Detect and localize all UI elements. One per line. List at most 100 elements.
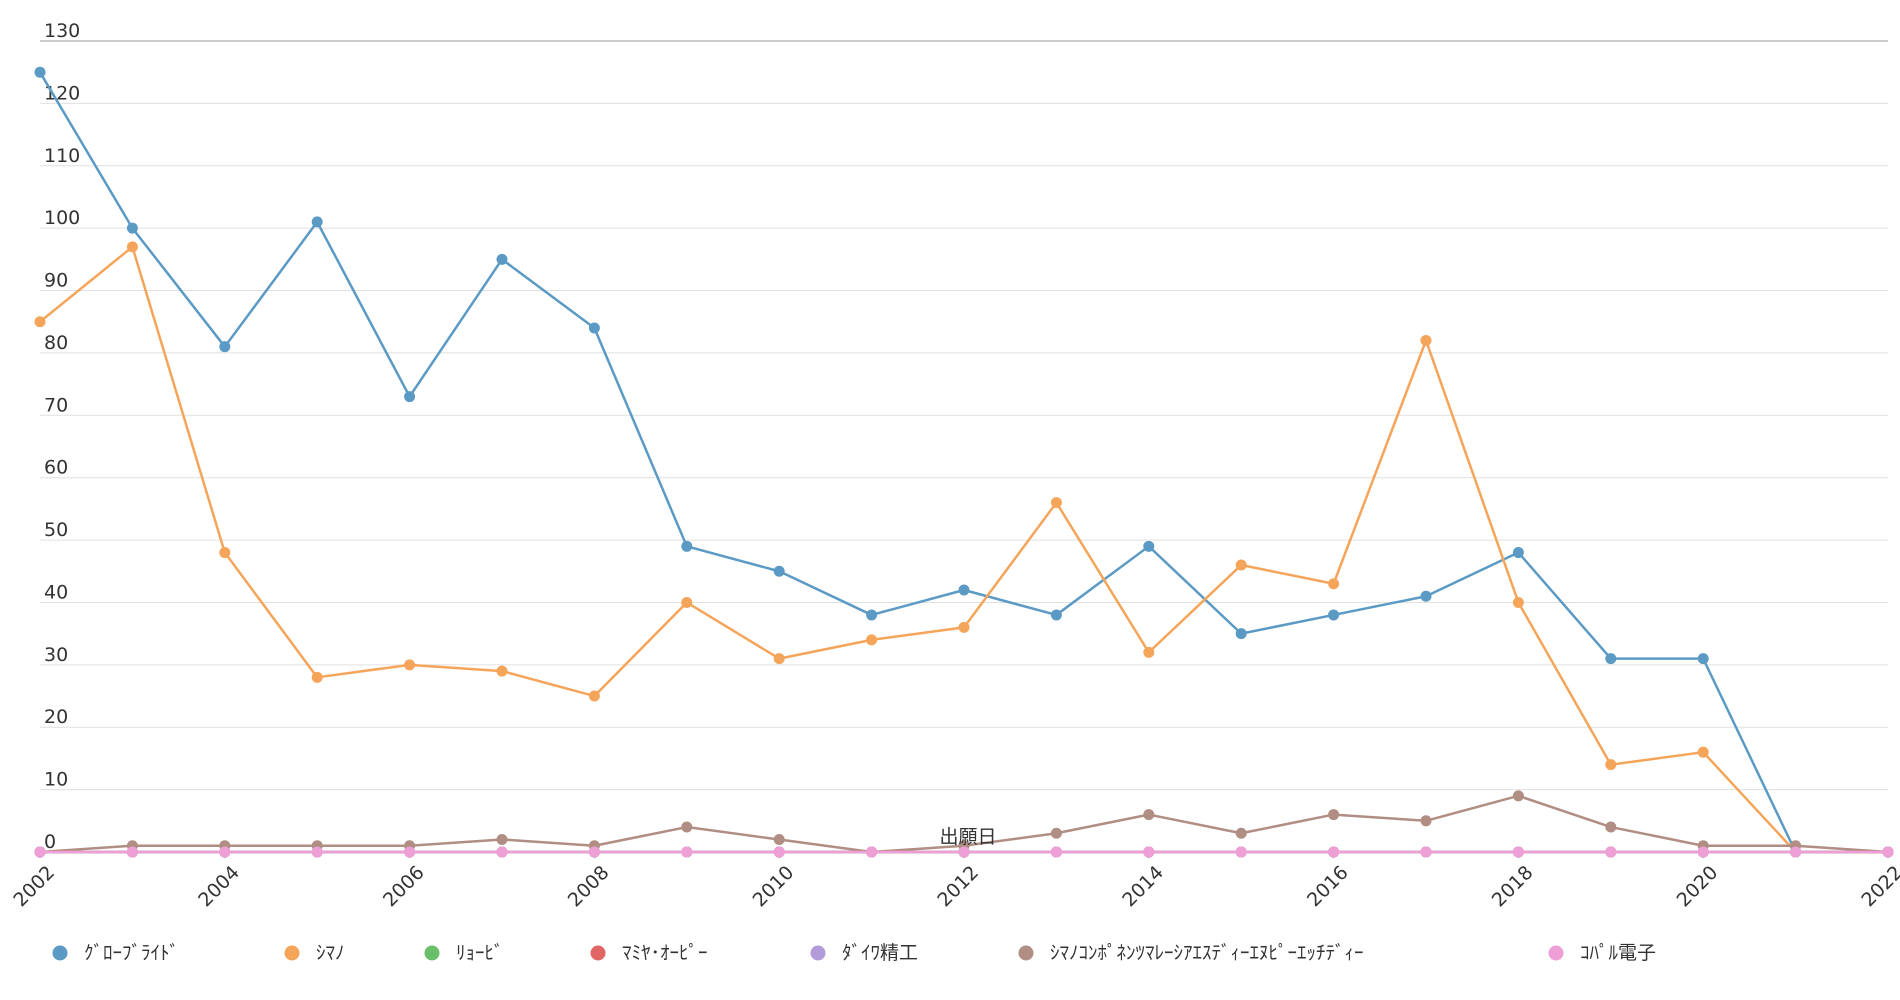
data-point[interactable]: [1143, 646, 1155, 658]
data-point[interactable]: [1235, 827, 1247, 839]
data-point[interactable]: [681, 596, 693, 608]
grid: 0 10 20 30 40 50 60 70 80 90 100 110 120 130: [40, 20, 1888, 853]
data-point[interactable]: [681, 846, 693, 858]
data-point[interactable]: [219, 846, 231, 858]
legend-item[interactable]: ﾘｮｰﾋﾞ: [424, 942, 504, 964]
data-point[interactable]: [1235, 846, 1247, 858]
data-point[interactable]: [126, 222, 138, 234]
data-point[interactable]: [34, 846, 46, 858]
data-point[interactable]: [1790, 846, 1802, 858]
data-point[interactable]: [1512, 846, 1524, 858]
data-point[interactable]: [1050, 609, 1062, 621]
data-point[interactable]: [1328, 809, 1340, 821]
data-point[interactable]: [588, 690, 600, 702]
data-point[interactable]: [126, 241, 138, 253]
data-point[interactable]: [219, 341, 231, 353]
data-point[interactable]: [404, 659, 416, 671]
y-tick-label: 60: [44, 457, 68, 479]
data-point[interactable]: [1512, 790, 1524, 802]
data-point[interactable]: [1605, 759, 1617, 771]
y-tick-label: 70: [44, 394, 68, 416]
data-point[interactable]: [1605, 821, 1617, 833]
data-point[interactable]: [1420, 590, 1432, 602]
data-point[interactable]: [219, 547, 231, 559]
series-6: [34, 846, 1894, 858]
legend-swatch: [424, 945, 440, 961]
data-point[interactable]: [1697, 746, 1709, 758]
x-tick-label: 2014: [1118, 862, 1168, 912]
data-point[interactable]: [311, 846, 323, 858]
data-point[interactable]: [1235, 628, 1247, 640]
y-tick-label: 110: [44, 145, 80, 167]
legend-item[interactable]: ｺﾊﾟﾙ電子: [1548, 942, 1657, 964]
data-point[interactable]: [958, 584, 970, 596]
data-point[interactable]: [866, 634, 878, 646]
data-point[interactable]: [1328, 609, 1340, 621]
data-point[interactable]: [773, 834, 785, 846]
data-point[interactable]: [1512, 596, 1524, 608]
legend-label: ｼﾏﾉｺﾝﾎﾟﾈﾝﾂﾏﾚｰｼｱｴｽﾃﾞｨｰｴﾇﾋﾟｰｴｯﾁﾃﾞｨｰ: [1050, 942, 1364, 964]
legend-swatch: [52, 945, 68, 961]
data-point[interactable]: [1605, 846, 1617, 858]
data-point[interactable]: [866, 609, 878, 621]
legend-label: ﾀﾞｲﾜ精工: [842, 942, 918, 964]
data-point[interactable]: [958, 846, 970, 858]
data-point[interactable]: [1420, 846, 1432, 858]
y-tick-label: 30: [44, 644, 68, 666]
data-point[interactable]: [1882, 846, 1894, 858]
data-point[interactable]: [311, 671, 323, 683]
x-tick-label: 2002: [9, 862, 59, 912]
legend-label: ｸﾞﾛｰﾌﾞﾗｲﾄﾞ: [84, 942, 179, 964]
data-point[interactable]: [126, 846, 138, 858]
data-point[interactable]: [1143, 809, 1155, 821]
data-point[interactable]: [1050, 827, 1062, 839]
data-point[interactable]: [1420, 815, 1432, 827]
series-0: [34, 66, 1894, 858]
data-point[interactable]: [958, 621, 970, 633]
data-point[interactable]: [1328, 846, 1340, 858]
data-point[interactable]: [1512, 547, 1524, 559]
data-point[interactable]: [404, 846, 416, 858]
x-axis-title: 出願日: [939, 826, 996, 848]
data-point[interactable]: [34, 316, 46, 328]
data-point[interactable]: [1328, 578, 1340, 590]
data-point[interactable]: [681, 821, 693, 833]
data-point[interactable]: [496, 253, 508, 265]
data-point[interactable]: [311, 216, 323, 228]
legend-item[interactable]: ﾏﾐﾔ･ｵｰﾋﾟｰ: [590, 942, 708, 964]
data-point[interactable]: [496, 834, 508, 846]
data-point[interactable]: [773, 565, 785, 577]
y-tick-label: 40: [44, 581, 68, 603]
data-point[interactable]: [866, 846, 878, 858]
data-point[interactable]: [588, 846, 600, 858]
data-point[interactable]: [588, 322, 600, 334]
data-point[interactable]: [1143, 846, 1155, 858]
legend-item[interactable]: ｸﾞﾛｰﾌﾞﾗｲﾄﾞ: [52, 942, 180, 964]
x-tick-label: 2006: [379, 862, 429, 912]
y-tick-label: 90: [44, 270, 68, 292]
data-point[interactable]: [1050, 497, 1062, 509]
data-point[interactable]: [773, 653, 785, 665]
legend-item[interactable]: ﾀﾞｲﾜ精工: [810, 942, 919, 964]
data-point[interactable]: [496, 665, 508, 677]
data-point[interactable]: [1143, 540, 1155, 552]
legend-item[interactable]: ｼﾏﾉ: [284, 942, 345, 964]
data-point[interactable]: [681, 540, 693, 552]
legend-swatch: [1018, 945, 1034, 961]
legend-swatch: [284, 945, 300, 961]
data-point[interactable]: [34, 66, 46, 78]
legend-item[interactable]: ｼﾏﾉｺﾝﾎﾟﾈﾝﾂﾏﾚｰｼｱｴｽﾃﾞｨｰｴﾇﾋﾟｰｴｯﾁﾃﾞｨｰ: [1018, 942, 1364, 964]
y-tick-label: 100: [44, 207, 80, 229]
data-point[interactable]: [496, 846, 508, 858]
x-tick-label: 2018: [1488, 862, 1538, 912]
data-point[interactable]: [1235, 559, 1247, 571]
data-point[interactable]: [404, 391, 416, 403]
data-point[interactable]: [1050, 846, 1062, 858]
data-point[interactable]: [1605, 653, 1617, 665]
data-point[interactable]: [1697, 653, 1709, 665]
data-point[interactable]: [773, 846, 785, 858]
data-point[interactable]: [1420, 334, 1432, 346]
data-point[interactable]: [1697, 846, 1709, 858]
